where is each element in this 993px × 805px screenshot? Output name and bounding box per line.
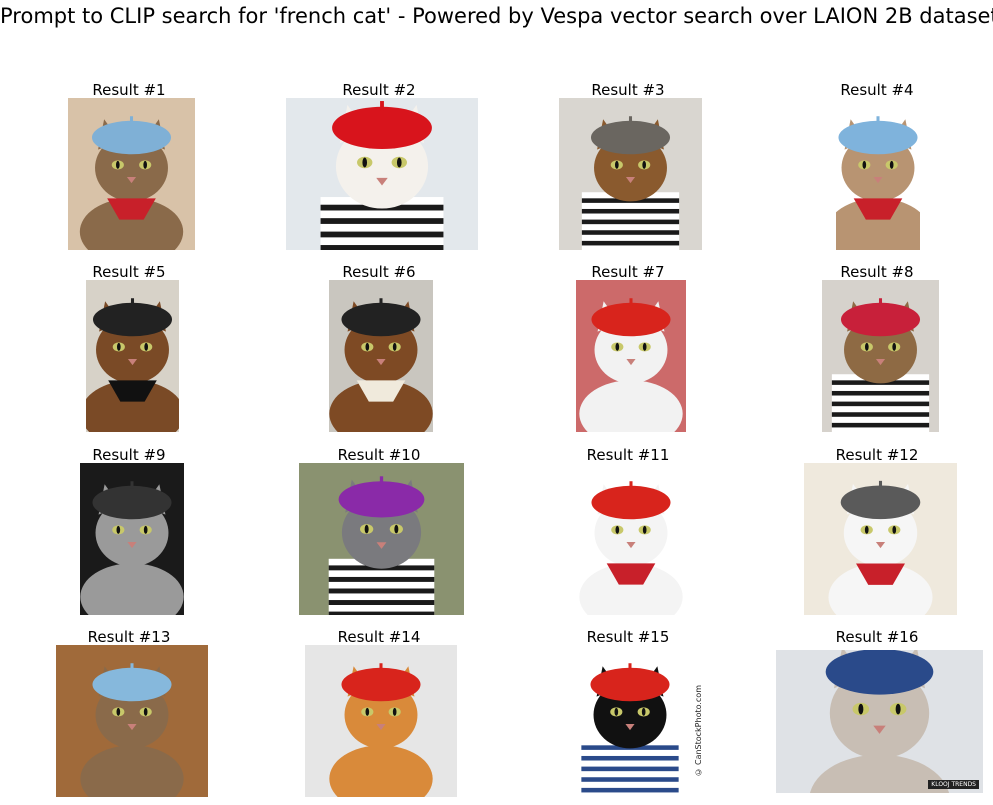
- result-label-1: Result #1: [92, 81, 166, 99]
- result-image-14[interactable]: [305, 645, 457, 797]
- result-label-13: Result #13: [87, 628, 171, 646]
- cat-in-beret-image: [822, 280, 939, 432]
- cat-in-beret-image: [555, 645, 705, 797]
- cat-in-beret-image: [286, 98, 478, 250]
- page-title: Prompt to CLIP search for 'french cat' -…: [0, 4, 993, 28]
- cat-in-beret-image: [80, 463, 184, 615]
- result-label-3: Result #3: [591, 81, 665, 99]
- result-label-6: Result #6: [342, 263, 416, 281]
- cat-in-beret-image: [299, 463, 464, 615]
- cat-in-beret-image: [804, 463, 957, 615]
- result-image-6[interactable]: [329, 280, 433, 432]
- watermark-badge: KLOOJ TRENDS: [928, 780, 979, 789]
- result-image-8[interactable]: [822, 280, 939, 432]
- cat-in-beret-image: [836, 98, 920, 250]
- result-image-1[interactable]: [68, 98, 195, 250]
- result-label-16: Result #16: [835, 628, 919, 646]
- result-label-8: Result #8: [840, 263, 914, 281]
- result-image-11[interactable]: [579, 463, 683, 615]
- result-image-4[interactable]: [836, 98, 920, 250]
- cat-in-beret-image: [68, 98, 195, 250]
- result-image-5[interactable]: [86, 280, 179, 432]
- result-label-9: Result #9: [92, 446, 166, 464]
- result-image-15[interactable]: © CanStockPhoto.com: [555, 645, 705, 797]
- result-label-4: Result #4: [840, 81, 914, 99]
- result-label-2: Result #2: [342, 81, 416, 99]
- result-image-13[interactable]: [56, 645, 208, 797]
- result-label-15: Result #15: [586, 628, 670, 646]
- result-image-10[interactable]: [299, 463, 464, 615]
- result-label-10: Result #10: [337, 446, 421, 464]
- result-image-16[interactable]: KLOOJ TRENDS: [776, 650, 983, 793]
- cat-in-beret-image: [329, 280, 433, 432]
- result-label-7: Result #7: [591, 263, 665, 281]
- cat-in-beret-image: [86, 280, 179, 432]
- cat-in-beret-image: [776, 650, 983, 793]
- watermark-text: © CanStockPhoto.com: [694, 685, 703, 777]
- cat-in-beret-image: [579, 463, 683, 615]
- result-image-2[interactable]: [286, 98, 478, 250]
- result-image-3[interactable]: [559, 98, 702, 250]
- result-label-11: Result #11: [586, 446, 670, 464]
- result-image-9[interactable]: [80, 463, 184, 615]
- result-label-12: Result #12: [835, 446, 919, 464]
- cat-in-beret-image: [576, 280, 686, 432]
- result-image-7[interactable]: [576, 280, 686, 432]
- cat-in-beret-image: [305, 645, 457, 797]
- result-image-12[interactable]: [804, 463, 957, 615]
- result-label-14: Result #14: [337, 628, 421, 646]
- cat-in-beret-image: [56, 645, 208, 797]
- cat-in-beret-image: [559, 98, 702, 250]
- result-label-5: Result #5: [92, 263, 166, 281]
